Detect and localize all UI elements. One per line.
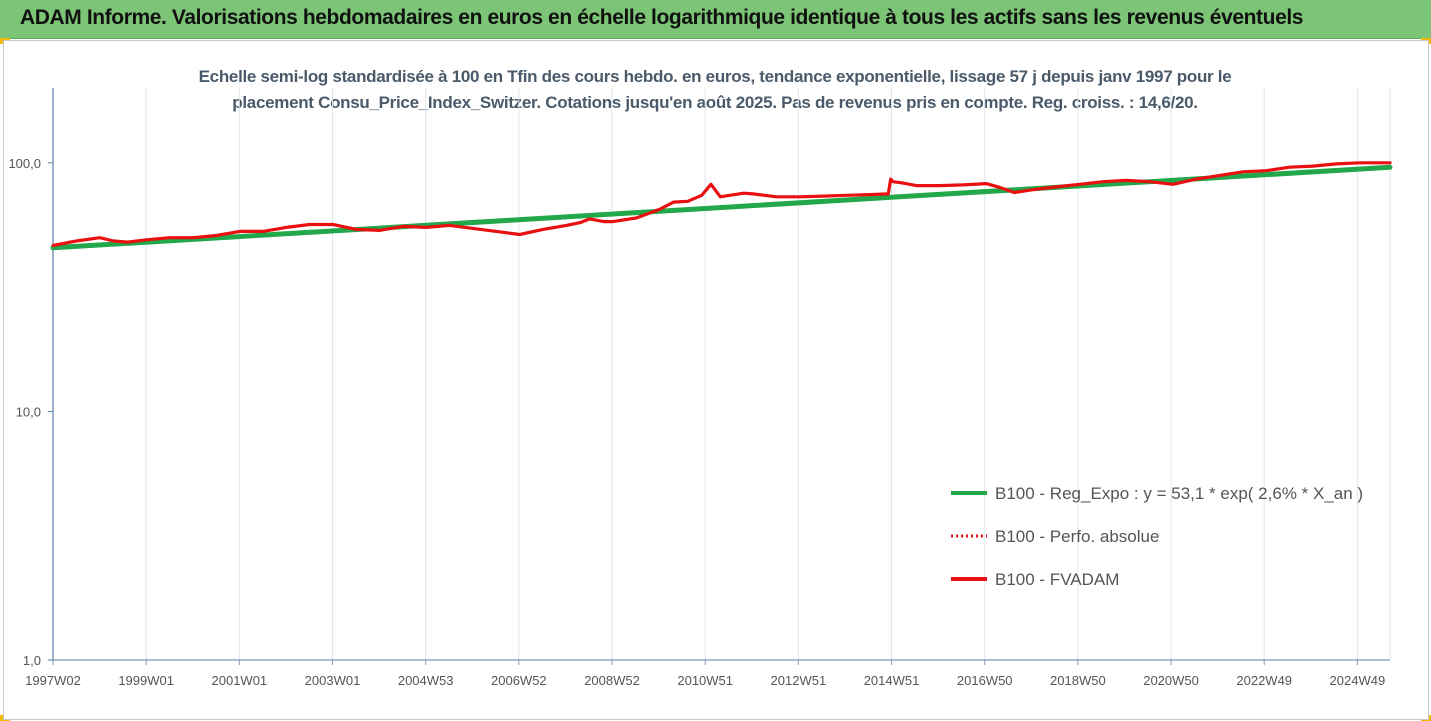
- legend-label: B100 - Perfo. absolue: [995, 527, 1159, 546]
- series-line-0: [50, 164, 1393, 251]
- x-tick-label: 2018W50: [1050, 673, 1106, 688]
- page-title: ADAM Informe. Valorisations hebdomadaire…: [20, 6, 1304, 29]
- x-tick-label: 2016W50: [957, 673, 1013, 688]
- chart-title-line2: placement Consu_Price_Index_Switzer. Cot…: [232, 93, 1198, 112]
- x-tick-label: 2010W51: [677, 673, 733, 688]
- x-tick-label: 2020W50: [1143, 673, 1199, 688]
- x-tick-label: 2022W49: [1236, 673, 1292, 688]
- x-tick-label: 2008W52: [584, 673, 640, 688]
- chart-title-line1: Echelle semi-log standardisée à 100 en T…: [198, 67, 1232, 86]
- y-tick-label: 1,0: [23, 653, 41, 668]
- legend-label: B100 - FVADAM: [995, 570, 1119, 589]
- y-tick-label: 10,0: [16, 404, 41, 419]
- chart-title: Echelle semi-log standardisée à 100 en T…: [140, 64, 1290, 116]
- series-line-2: [51, 161, 1392, 248]
- x-tick-label: 1999W01: [118, 673, 174, 688]
- x-tick-label: 2024W49: [1330, 673, 1386, 688]
- x-tick-label: 1997W02: [25, 673, 81, 688]
- x-tick-label: 2014W51: [864, 673, 920, 688]
- x-tick-label: 2001W01: [212, 673, 268, 688]
- y-tick-label: 100,0: [8, 156, 41, 171]
- x-tick-label: 2004W53: [398, 673, 454, 688]
- chart-area: [3, 40, 1429, 720]
- legend-label: B100 - Reg_Expo : y = 53,1 * exp( 2,6% *…: [995, 484, 1363, 503]
- header-banner: ADAM Informe. Valorisations hebdomadaire…: [0, 0, 1431, 39]
- x-tick-label: 2003W01: [305, 673, 361, 688]
- x-tick-label: 2006W52: [491, 673, 547, 688]
- x-tick-label: 2012W51: [771, 673, 827, 688]
